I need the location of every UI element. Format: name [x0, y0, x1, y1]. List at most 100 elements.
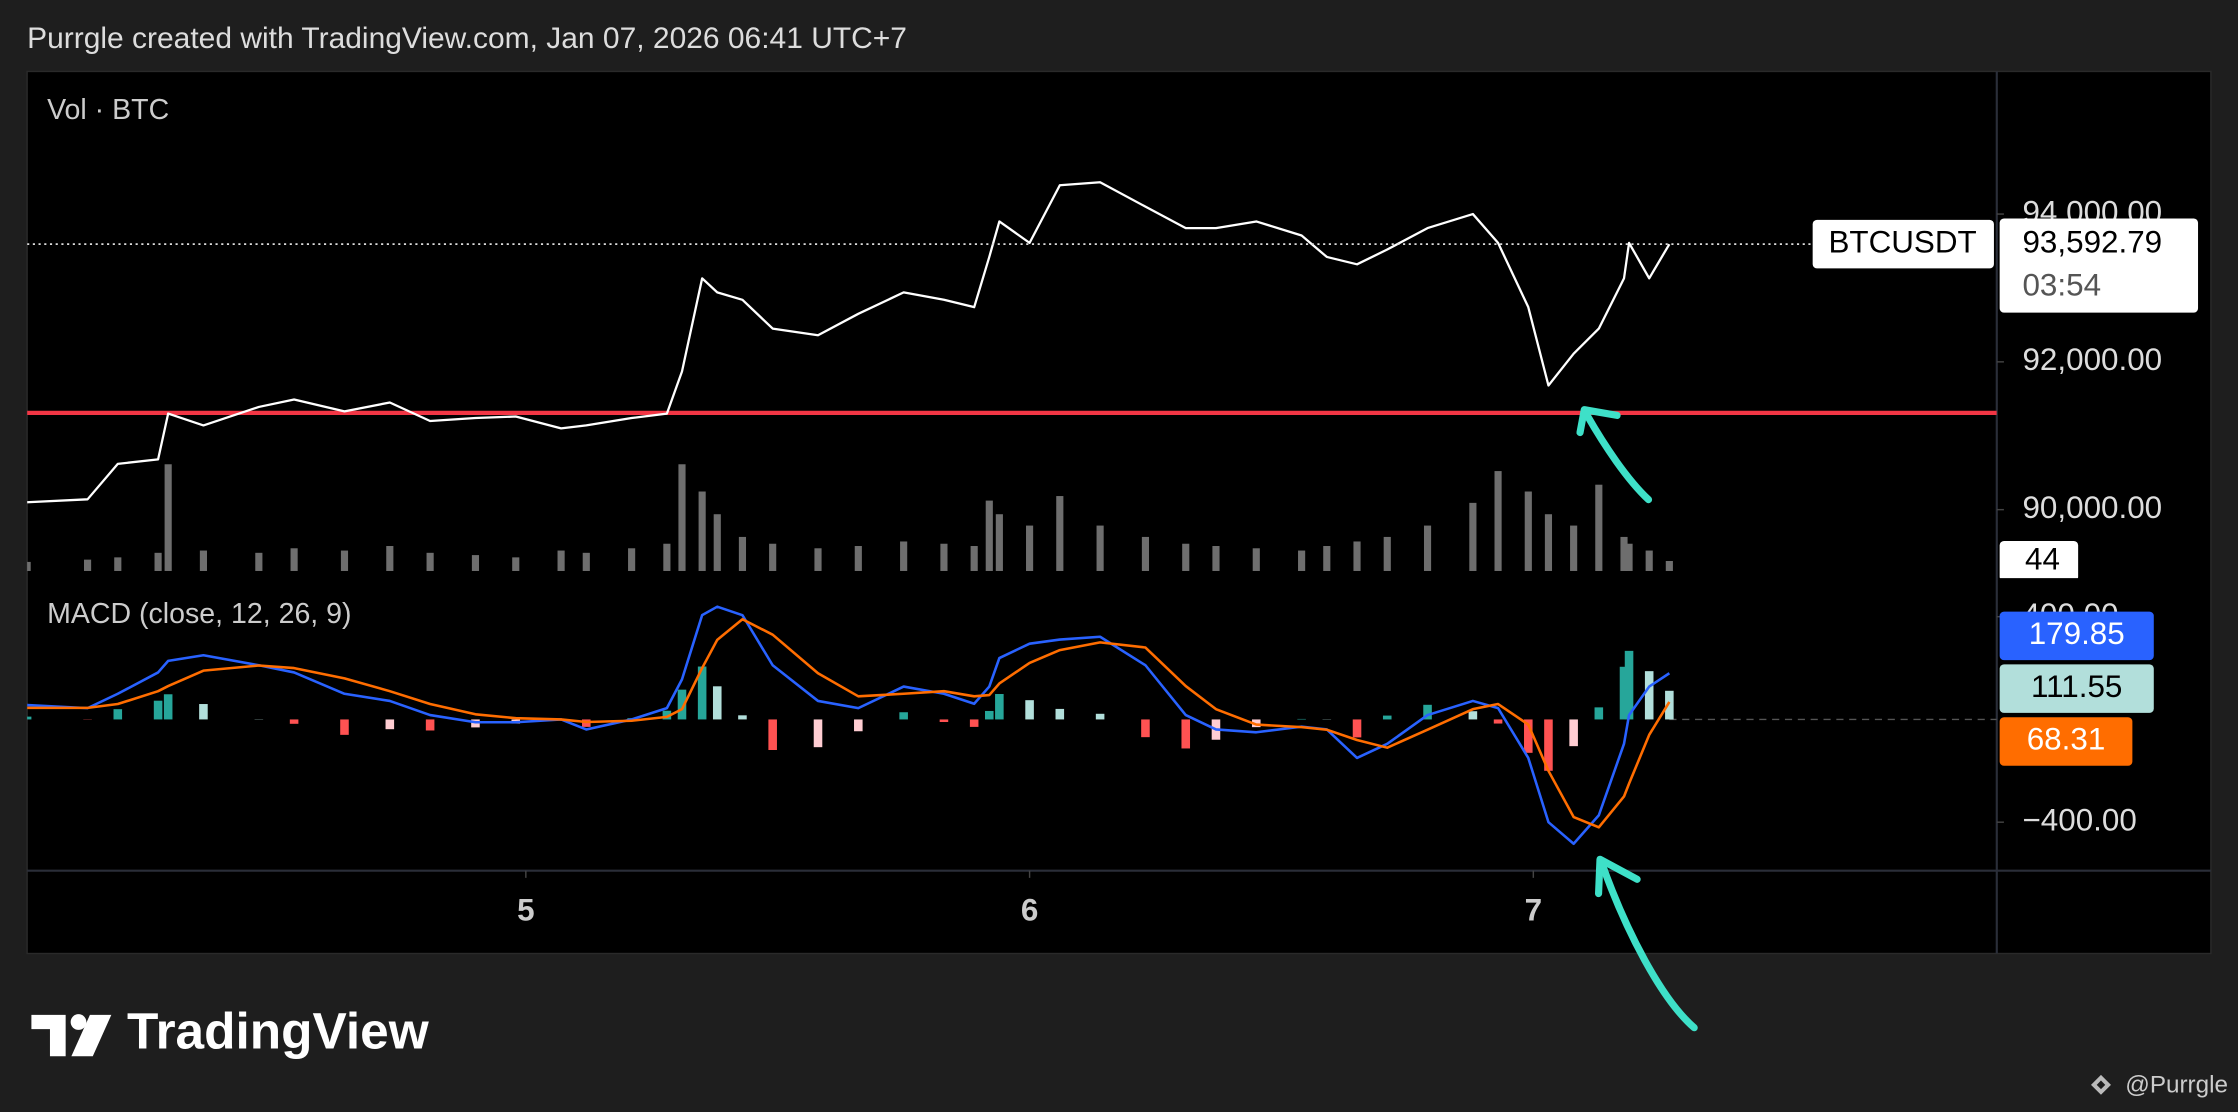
- arrow-head: [1576, 406, 1621, 437]
- histogram-bar: [27, 716, 32, 720]
- volume-bar: [854, 546, 862, 571]
- value-box: [1999, 611, 2154, 661]
- histogram-bar: [985, 710, 994, 720]
- histogram-bar: [899, 712, 908, 720]
- last-price-label: 93,592.79: [2022, 224, 2162, 259]
- histogram-bar: [1594, 707, 1604, 720]
- author: @Purrgle: [2125, 1072, 2228, 1099]
- histogram-bar: [1524, 719, 1533, 753]
- y-tick-label: 92,000.00: [2022, 342, 2162, 377]
- volume-bar: [970, 546, 978, 571]
- histogram-bar: [1468, 711, 1478, 720]
- histogram-bar: [340, 719, 349, 735]
- histogram-bar: [1297, 718, 1306, 720]
- histogram-bar: [1544, 719, 1553, 771]
- volume-bar: [1570, 525, 1578, 571]
- histogram-bar: [113, 709, 123, 720]
- volume-bar: [582, 552, 590, 571]
- pane: [27, 605, 1997, 846]
- value-box: [1999, 717, 2133, 766]
- legend-label: Vol · BTC: [47, 94, 169, 126]
- header-credit: Purrgle created with TradingView.com, Ja…: [27, 22, 907, 55]
- histogram-bar: [995, 694, 1004, 720]
- histogram-bar: [854, 719, 863, 732]
- volume-bar: [1595, 484, 1603, 571]
- volume-bar: [114, 557, 122, 571]
- volume-bar: [814, 548, 822, 571]
- logo-dot: [70, 1014, 87, 1030]
- volume-bar: [1141, 536, 1150, 571]
- pane: [27, 181, 1997, 571]
- histogram-bar: [199, 704, 208, 720]
- volume-bar: [1056, 496, 1064, 571]
- volume-bar: [769, 543, 777, 571]
- histogram-bar: [1095, 713, 1105, 720]
- histogram-bar: [712, 686, 722, 720]
- histogram-bar: [153, 700, 163, 720]
- histogram-bar: [1352, 719, 1362, 738]
- volume-bar: [1383, 536, 1391, 571]
- x-tick-label: 7: [1525, 892, 1542, 927]
- value-label: 68.31: [2027, 722, 2106, 757]
- volume-bar: [678, 464, 686, 571]
- arrow: [1583, 411, 1653, 504]
- histogram-bar: [939, 719, 949, 723]
- author-icon: [2090, 1074, 2111, 1095]
- histogram-bar: [813, 719, 823, 748]
- volume-bar: [471, 555, 480, 571]
- histogram-bar: [768, 719, 777, 751]
- volume-bar: [426, 552, 434, 571]
- volume-bar: [340, 550, 349, 571]
- arrow-head: [1595, 855, 1641, 898]
- histogram-bar: [163, 694, 173, 720]
- histogram-bar: [1055, 708, 1065, 720]
- volume-bar: [1026, 525, 1034, 571]
- volume-bar: [1353, 541, 1361, 571]
- last-price-box: [1999, 218, 2199, 313]
- volume-bar: [386, 546, 394, 571]
- histogram-bar: [1624, 650, 1634, 720]
- volume-bar: [628, 548, 636, 571]
- histogram-bar: [1665, 690, 1674, 720]
- x-tick-label: 5: [517, 892, 534, 927]
- histogram-bar: [1423, 704, 1432, 720]
- volume-bar: [995, 514, 1003, 571]
- volume-bar: [900, 541, 908, 571]
- volume-bar: [1252, 548, 1260, 571]
- histogram-bar: [1569, 719, 1578, 747]
- indicator-title: MACD (close, 12, 26, 9): [47, 598, 351, 630]
- value-box: [1999, 664, 2154, 713]
- annotation-arrows: [1576, 406, 1698, 1032]
- indicator-line: [27, 617, 1671, 829]
- value-label: 179.85: [2029, 616, 2125, 651]
- histogram-bar: [1141, 719, 1150, 738]
- volume-bar: [1524, 491, 1532, 571]
- volume-bar: [698, 491, 706, 571]
- price-line: [27, 181, 1671, 504]
- histogram-bar: [1382, 715, 1392, 720]
- volume-bar: [557, 550, 565, 571]
- histogram-bar: [697, 666, 707, 720]
- volume-bar: [1182, 543, 1190, 571]
- volume-bar: [713, 514, 721, 571]
- volume-bar: [512, 557, 520, 571]
- histogram-bar: [969, 719, 979, 727]
- volume-bar: [199, 550, 207, 571]
- volume-bar: [1423, 525, 1432, 571]
- histogram-bar: [738, 715, 747, 720]
- volume-bar: [1645, 550, 1653, 571]
- x-tick-label: 6: [1021, 892, 1038, 927]
- volume-bar: [738, 536, 747, 571]
- volume-bar: [84, 559, 92, 571]
- volume-bar: [940, 543, 948, 571]
- countdown: 03:54: [2022, 267, 2101, 302]
- symbol-box: [1812, 219, 1994, 269]
- histogram-bar: [385, 719, 395, 730]
- volume-bar: [1096, 525, 1104, 571]
- histogram-bar: [1644, 671, 1654, 720]
- volume-last-label: 44: [1999, 541, 2079, 579]
- y-tick-label: −400.00: [2022, 802, 2136, 837]
- volume-bar: [1469, 502, 1477, 571]
